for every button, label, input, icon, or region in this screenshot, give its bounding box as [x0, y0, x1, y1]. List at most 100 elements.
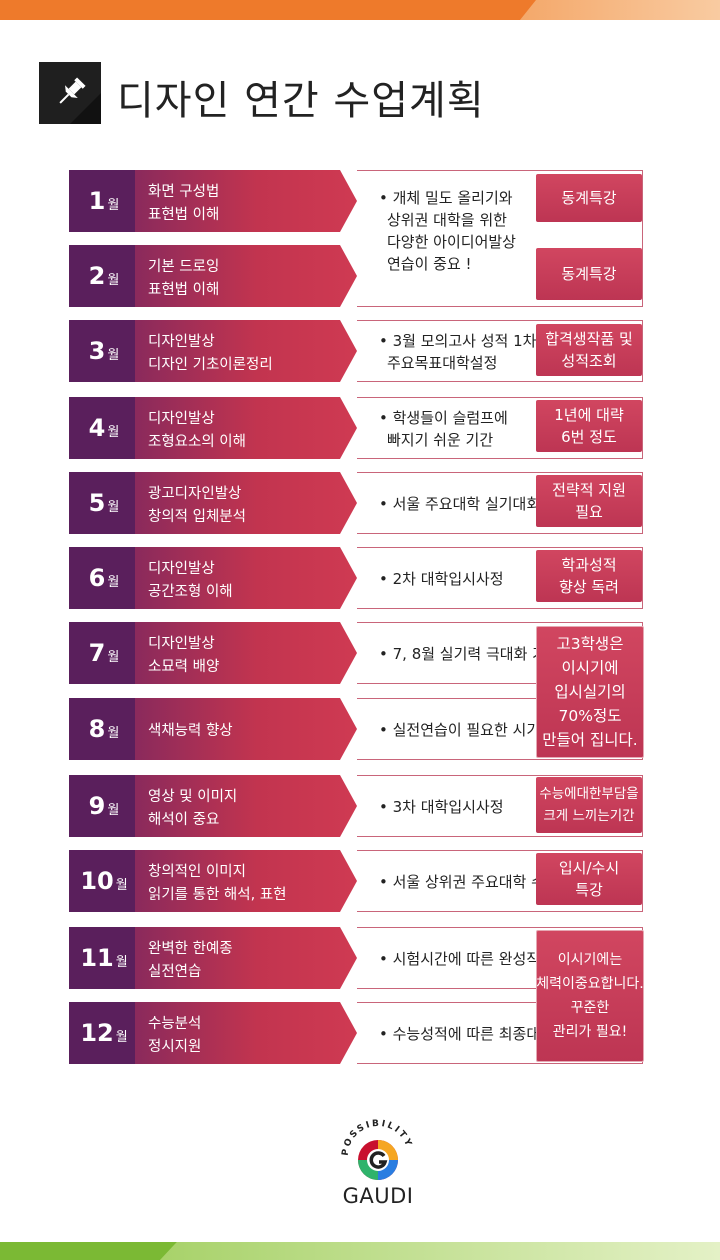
topic-line-1: 창의적인 이미지 — [148, 864, 246, 880]
month-topic: 광고디자인발상 창의적 입체분석 — [135, 472, 357, 534]
note-line: 필요 — [575, 503, 603, 521]
topic-line-2: 정시지원 — [148, 1039, 202, 1055]
description-line: • 실전연습이 필요한 시기 — [379, 721, 541, 739]
note-line: 6번 정도 — [561, 428, 617, 446]
month-topic: 수능분석 정시지원 — [135, 1002, 357, 1064]
month-badge: 12 월 — [69, 1002, 139, 1064]
month-badge: 6 월 — [69, 547, 139, 609]
month-badge: 7 월 — [69, 622, 139, 684]
month-number: 7 — [88, 639, 106, 667]
note-badge-n4: 1년에 대략 6번 정도 — [536, 400, 642, 452]
topic-line-2: 소묘력 배양 — [148, 659, 220, 675]
bottom-accent-bar — [0, 1242, 720, 1260]
month-badge: 4 월 — [69, 397, 139, 459]
topic-line-1: 광고디자인발상 — [148, 486, 242, 502]
topic-line-1: 완벽한 한예종 — [148, 941, 233, 957]
note-line: 특강 — [575, 881, 603, 899]
topic-line-2: 창의적 입체분석 — [148, 509, 246, 525]
month-badge: 8 월 — [69, 698, 139, 760]
month-badge: 1 월 — [69, 170, 139, 232]
month-topic: 디자인발상 조형요소의 이해 — [135, 397, 357, 459]
month-unit: 월 — [107, 272, 120, 288]
note-badge-n11_12: 이시기에는 체력이중요합니다. 꾸준한 관리가 필요! — [536, 930, 644, 1062]
topic-line-1: 영상 및 이미지 — [148, 789, 238, 805]
month-topic: 디자인발상 소묘력 배양 — [135, 622, 357, 684]
note-line: 만들어 집니다. — [542, 731, 638, 749]
note-line: 입시실기의 — [554, 683, 626, 701]
note-line: 동계특강 — [561, 189, 617, 207]
description-line: • 3차 대학입시사정 — [379, 798, 504, 816]
note-line: 꾸준한 — [570, 1000, 610, 1016]
topic-line-1: 수능분석 — [148, 1016, 202, 1032]
month-topic: 디자인발상 공간조형 이해 — [135, 547, 357, 609]
month-number: 8 — [88, 715, 106, 743]
note-line: 수능에대한부담을 — [539, 786, 639, 802]
description-line: • 개체 밀도 올리기와 — [379, 189, 513, 207]
month-badge: 9 월 — [69, 775, 139, 837]
description-line: • 2차 대학입시사정 — [379, 570, 504, 588]
note-line: 1년에 대략 — [554, 406, 624, 424]
description-line: 상위권 대학을 위한 — [387, 211, 507, 229]
description-line: • 시험시간에 따른 완성작 진행 — [379, 950, 573, 968]
description-line: 주요목표대학설정 — [387, 354, 498, 372]
note-line: 70%정도 — [558, 707, 622, 725]
page-title: 디자인 연간 수업계획 — [117, 78, 485, 124]
topic-line-2: 공간조형 이해 — [148, 584, 233, 600]
month-badge: 3 월 — [69, 320, 139, 382]
description-line: • 서울 주요대학 실기대회준비 — [379, 495, 568, 513]
month-row-9: 9 월 영상 및 이미지 해석이 중요 • 3차 대학입시사정 — [69, 775, 646, 837]
month-topic: 기본 드로잉 표현법 이해 — [135, 245, 357, 307]
month-number: 11 — [80, 944, 114, 972]
note-line: 관리가 필요! — [552, 1024, 628, 1040]
topic-line-1: 색채능력 향상 — [148, 723, 233, 739]
gaudi-logo-mark: POSSIBILITY — [341, 1119, 412, 1180]
topic-line-2: 표현법 이해 — [148, 282, 220, 298]
month-badge: 11 월 — [69, 927, 139, 989]
month-topic: 영상 및 이미지 해석이 중요 — [135, 775, 357, 837]
note-line: 합격생작품 및 — [545, 330, 633, 348]
month-row-2: 2 월 기본 드로잉 표현법 이해 — [69, 245, 646, 307]
month-unit: 월 — [107, 347, 120, 363]
description-line: • 7, 8월 실기력 극대화 기간 — [379, 645, 560, 663]
month-number: 4 — [88, 414, 106, 442]
month-number: 1 — [88, 187, 106, 215]
month-unit: 월 — [107, 725, 120, 741]
note-line: 동계특강 — [561, 265, 617, 283]
note-line: 이시기에는 — [557, 952, 623, 968]
month-unit: 월 — [107, 574, 120, 590]
month-topic: 창의적인 이미지 읽기를 통한 해석, 표현 — [135, 850, 357, 912]
month-unit: 월 — [107, 649, 120, 665]
month-unit: 월 — [107, 802, 120, 818]
month-unit: 월 — [115, 954, 128, 970]
note-badge-n9: 수능에대한부담을 크게 느끼는기간 — [536, 777, 642, 833]
gaudi-logo: POSSIBILITY GAUDI — [332, 1110, 424, 1220]
topic-line-1: 디자인발상 — [148, 334, 215, 350]
description-line: • 서울 상위권 주요대학 수시준비 — [379, 873, 587, 891]
top-accent-bar — [0, 0, 720, 20]
topic-line-2: 표현법 이해 — [148, 207, 220, 223]
description-line: • 수능성적에 따른 최종대학설정 — [379, 1025, 582, 1043]
note-line: 학과성적 — [561, 556, 617, 574]
month-unit: 월 — [115, 1029, 128, 1045]
topic-line-2: 실전연습 — [148, 964, 202, 980]
month-unit: 월 — [107, 197, 120, 213]
month-row-10: 10 월 창의적인 이미지 읽기를 통한 해석, 표현 • 서울 상위권 주요대… — [69, 850, 646, 912]
topic-line-1: 디자인발상 — [148, 561, 215, 577]
month-topic: 디자인발상 디자인 기초이론정리 — [135, 320, 357, 382]
month-unit: 월 — [115, 877, 128, 893]
note-line: 고3학생은 — [556, 635, 624, 653]
note-line: 전략적 지원 — [552, 481, 626, 499]
month-unit: 월 — [107, 499, 120, 515]
month-topic: 화면 구성법 표현법 이해 — [135, 170, 357, 232]
note-line: 향상 독려 — [559, 578, 619, 596]
note-line: 성적조회 — [561, 352, 617, 370]
month-number: 10 — [80, 867, 114, 895]
pushpin-icon — [39, 62, 101, 124]
note-line: 이시기에 — [561, 659, 619, 677]
logo-wordmark: GAUDI — [342, 1184, 414, 1208]
month-topic: 색채능력 향상 — [135, 698, 357, 760]
